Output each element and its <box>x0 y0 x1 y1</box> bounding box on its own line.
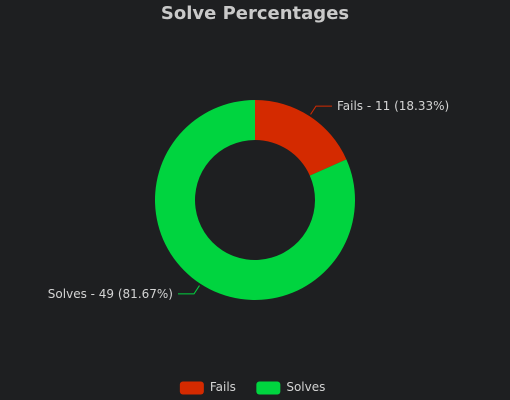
legend-swatch-fails[interactable] <box>179 381 204 395</box>
data-label-solves: Solves - 49 (81.67%) <box>48 287 173 301</box>
data-label-fails: Fails - 11 (18.33%) <box>337 99 449 113</box>
slice-fails[interactable] <box>255 100 347 176</box>
chart-legend: Fails Solves <box>179 380 325 395</box>
legend-label-solves[interactable]: Solves <box>286 380 325 394</box>
slice-labels: Fails - 11 (18.33%) Solves - 49 (81.67%) <box>48 99 449 301</box>
donut-slices <box>155 100 355 300</box>
legend-swatch-solves[interactable] <box>256 381 281 395</box>
leader-line-fails <box>310 105 332 115</box>
leader-line-solves <box>178 285 200 295</box>
chart-title: Solve Percentages <box>161 3 349 24</box>
legend-label-fails[interactable]: Fails <box>210 380 236 394</box>
slice-solves[interactable] <box>155 100 355 300</box>
